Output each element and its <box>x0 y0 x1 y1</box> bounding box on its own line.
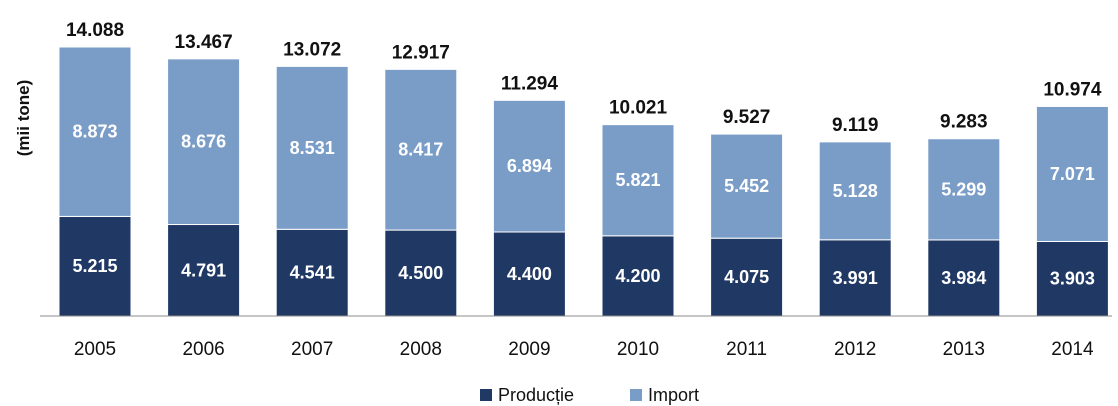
bars-group: 5.215 8.873 14.088 4.791 8.676 13.467 4.541 8.5… <box>58 20 1109 317</box>
bar-import-2008 <box>384 68 458 231</box>
label-total-2014: 10.974 <box>1043 79 1102 100</box>
bar-productie-2012 <box>818 239 892 317</box>
x-tick-2012: 2012 <box>834 339 876 360</box>
label-productie-2009: 4.400 <box>507 264 552 284</box>
label-productie-2012: 3.991 <box>833 268 878 288</box>
label-total-2013: 9.283 <box>940 112 988 133</box>
legend-label-productie: Producție <box>498 385 574 405</box>
label-productie-2006: 4.791 <box>181 260 226 280</box>
x-tick-2008: 2008 <box>400 339 442 360</box>
label-total-2010: 10.021 <box>609 98 668 119</box>
bar-productie-2007 <box>275 228 349 317</box>
label-import-2006: 8.676 <box>181 132 226 152</box>
x-tick-2005: 2005 <box>74 339 116 360</box>
bar-import-2007 <box>275 65 349 230</box>
label-total-2005: 14.088 <box>66 20 124 41</box>
x-tick-2014: 2014 <box>1051 339 1094 360</box>
label-total-2009: 11.294 <box>501 73 558 94</box>
bar-import-2009 <box>492 99 566 233</box>
y-axis-label: (mii tone) <box>14 80 33 157</box>
bar-productie-2005 <box>58 215 132 317</box>
x-tick-2011: 2011 <box>726 339 767 360</box>
bar-import-2005 <box>58 46 132 217</box>
bar-productie-2014 <box>1035 240 1109 317</box>
bar-import-2006 <box>167 58 241 226</box>
bar-productie-2011 <box>710 237 784 317</box>
label-productie-2011: 4.075 <box>724 267 769 287</box>
x-tick-2010: 2010 <box>617 339 659 360</box>
label-import-2007: 8.531 <box>290 138 335 158</box>
label-productie-2010: 4.200 <box>615 266 660 286</box>
x-tick-2009: 2009 <box>508 339 550 360</box>
label-import-2008: 8.417 <box>398 140 443 160</box>
bar-import-2013 <box>927 138 1001 241</box>
label-import-2011: 5.452 <box>724 176 769 196</box>
label-productie-2005: 5.215 <box>72 256 117 276</box>
label-import-2010: 5.821 <box>615 170 660 190</box>
bar-import-2014 <box>1035 105 1109 242</box>
legend-label-import: Import <box>648 385 699 405</box>
label-import-2009: 6.894 <box>507 156 552 176</box>
x-tick-2006: 2006 <box>182 339 224 360</box>
bar-productie-2013 <box>927 239 1001 317</box>
label-productie-2008: 4.500 <box>398 263 443 283</box>
label-total-2007: 13.072 <box>283 39 341 60</box>
label-import-2013: 5.299 <box>941 179 986 199</box>
bar-import-2012 <box>818 141 892 241</box>
label-total-2012: 9.119 <box>832 115 879 136</box>
x-tick-labels: 2005 2006 2007 2008 2009 2010 2011 2012 2013 2014 <box>74 339 1094 360</box>
legend: Producție Import <box>480 385 699 405</box>
label-productie-2014: 3.903 <box>1050 269 1095 289</box>
label-productie-2007: 4.541 <box>290 263 335 283</box>
x-tick-2007: 2007 <box>291 339 333 360</box>
label-import-2012: 5.128 <box>833 181 878 201</box>
label-import-2014: 7.071 <box>1050 164 1095 184</box>
x-tick-2013: 2013 <box>943 339 985 360</box>
label-total-2006: 13.467 <box>175 32 233 53</box>
legend-swatch-productie <box>480 389 492 401</box>
legend-swatch-import <box>630 389 642 401</box>
bar-import-2010 <box>601 124 675 237</box>
label-total-2011: 9.527 <box>723 107 771 128</box>
label-productie-2013: 3.984 <box>941 268 986 288</box>
label-total-2008: 12.917 <box>392 42 450 63</box>
bar-productie-2010 <box>601 235 675 317</box>
bar-import-2011 <box>710 133 784 239</box>
label-import-2005: 8.873 <box>72 122 117 142</box>
